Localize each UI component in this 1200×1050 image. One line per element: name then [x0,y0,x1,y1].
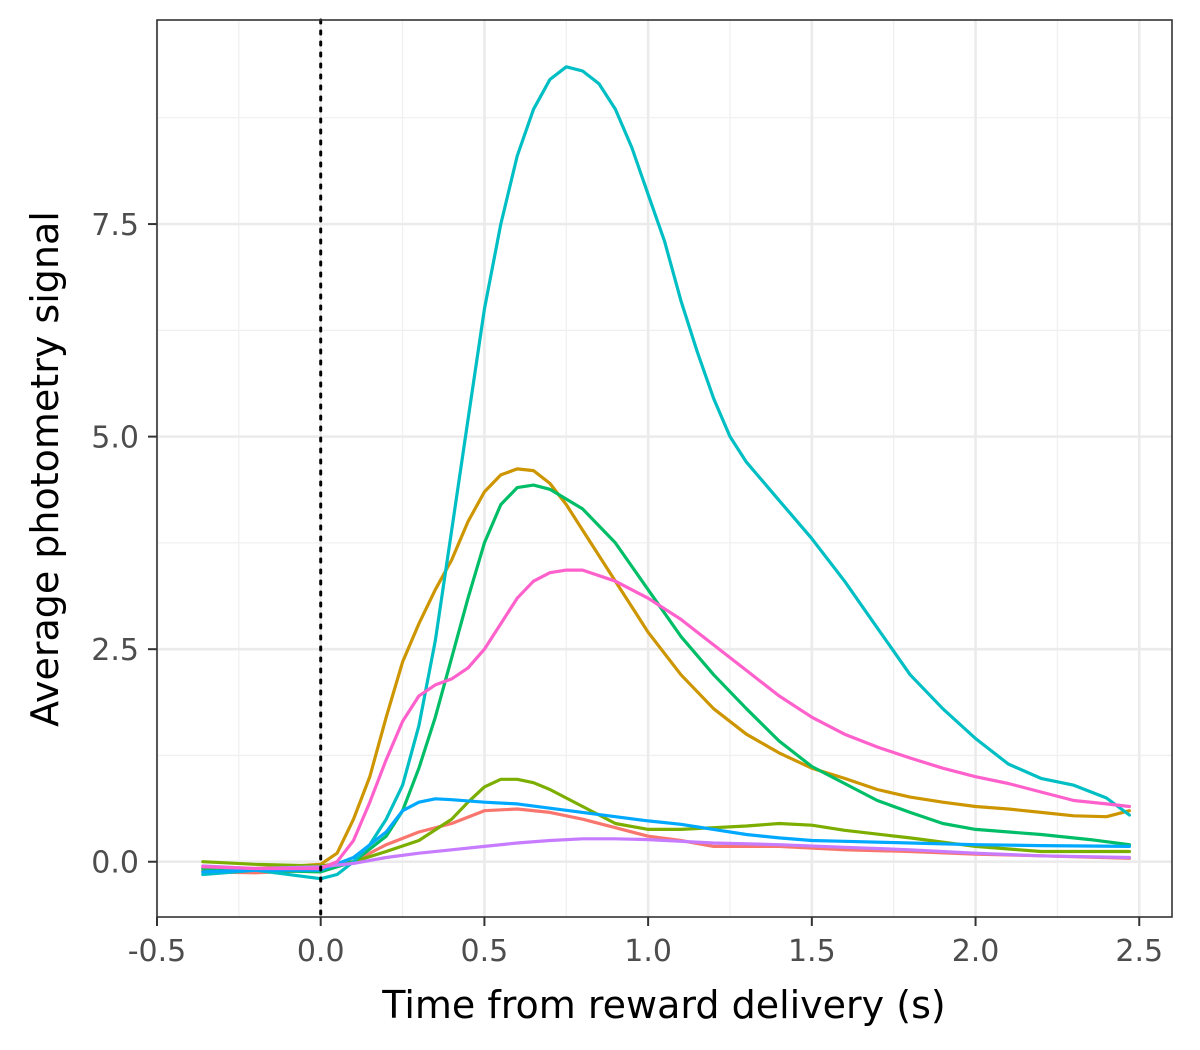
x-tick-label: 2.5 [1115,934,1163,969]
series-line-6 [201,797,1131,874]
x-tick-label: 1.0 [624,934,672,969]
y-tick-label: 7.5 [91,208,139,243]
series-line-5 [201,65,1131,881]
y-axis-title: Average photometry signal [23,211,67,727]
series-line-3 [201,777,1131,868]
x-tick-label: 2.0 [952,934,1000,969]
series-line-8 [201,568,1131,871]
series-line-1 [201,807,1131,875]
series-line-2 [201,467,1131,872]
series-line-7 [201,837,1131,871]
x-tick-label: 0.0 [297,934,345,969]
x-axis-title: Time from reward delivery (s) [381,983,945,1027]
x-tick-label: 0.5 [461,934,509,969]
x-tick-label: 1.5 [788,934,836,969]
ticks-layer: -0.5 0.0 0.5 1.0 1.5 2.0 2.5 0.0 2.5 5.0 7.5 [91,208,1163,969]
y-tick-label: 0.0 [91,846,139,881]
panel-border [156,19,1173,918]
series-layer [201,65,1131,881]
y-tick-label: 2.5 [91,633,139,668]
y-tick-label: 5.0 [91,421,139,456]
x-tick-label: -0.5 [128,934,187,969]
